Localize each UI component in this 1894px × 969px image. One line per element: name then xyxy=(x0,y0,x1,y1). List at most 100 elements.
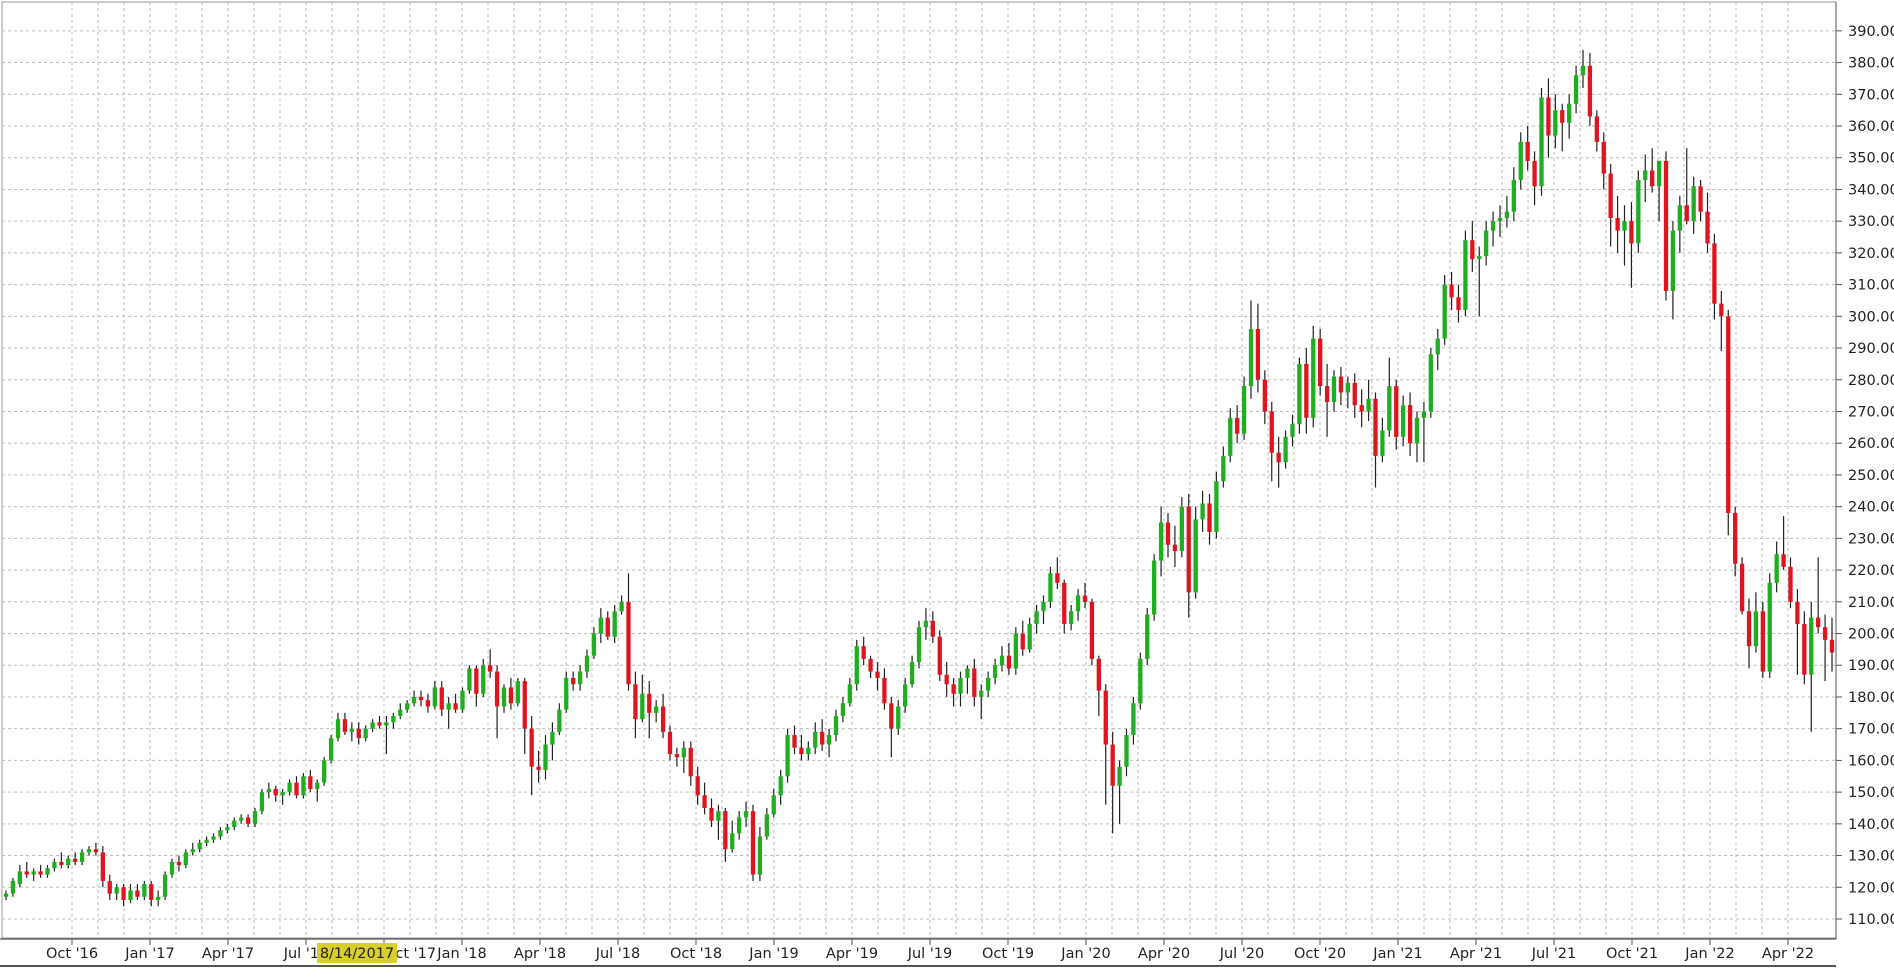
candle-body-up xyxy=(266,788,271,793)
x-tick-label: Oct '16 xyxy=(46,946,98,962)
y-tick-label: 200.00 xyxy=(1848,627,1894,643)
candle xyxy=(861,636,866,666)
candle xyxy=(833,709,839,742)
candle xyxy=(564,671,569,713)
candle-body-up xyxy=(1753,611,1759,647)
candle-body-down xyxy=(937,636,942,675)
candle xyxy=(135,884,140,900)
candle xyxy=(709,798,714,828)
candle-body-down xyxy=(439,687,444,710)
candle-body-up xyxy=(1131,703,1136,736)
x-tick-label: Oct '20 xyxy=(1294,946,1346,962)
candle-body-down xyxy=(1324,386,1330,402)
candle-body-up xyxy=(1283,436,1288,463)
candle-body-down xyxy=(930,620,935,637)
candle-body-down xyxy=(1698,186,1703,212)
candle xyxy=(1401,395,1406,447)
candle xyxy=(17,865,22,888)
candle-body-down xyxy=(1795,601,1800,625)
candle-body-down xyxy=(889,703,894,729)
candle xyxy=(1221,446,1226,488)
y-axis: 110.00 120.00 130.00 140.00 150.00 160.00 170.… xyxy=(1835,2,1894,939)
candle-body-down xyxy=(342,719,348,732)
y-tick-label: 270.00 xyxy=(1848,404,1894,420)
candle xyxy=(432,681,437,710)
candle xyxy=(1629,202,1634,288)
candle-body-down xyxy=(1739,563,1745,612)
candle xyxy=(1442,275,1447,345)
candle-body-up xyxy=(1553,110,1558,136)
y-tick-label: 300.00 xyxy=(1848,309,1894,325)
candle-body-up xyxy=(992,665,998,678)
candle-body-up xyxy=(363,728,368,739)
candle-body-up xyxy=(322,760,327,783)
candle xyxy=(405,700,410,713)
y-tick-label: 250.00 xyxy=(1848,468,1894,484)
candle-body-down xyxy=(73,858,78,862)
candle-body-down xyxy=(1235,417,1240,434)
candle-body-down xyxy=(1055,573,1060,583)
candle xyxy=(439,681,444,716)
candle xyxy=(999,646,1005,672)
candle xyxy=(674,747,680,767)
candle-body-down xyxy=(1822,627,1828,640)
candle-body-up xyxy=(190,849,195,853)
candle xyxy=(944,662,949,697)
candle-body-down xyxy=(149,884,154,900)
candle-body-down xyxy=(1110,744,1115,786)
candle-body-down xyxy=(695,776,700,796)
candle-body-down xyxy=(1615,217,1620,231)
candle-body-down xyxy=(709,807,714,821)
candle xyxy=(488,649,493,678)
y-tick-label: 180.00 xyxy=(1848,690,1894,706)
candle-body-up xyxy=(252,811,258,824)
candle xyxy=(536,750,541,783)
candle xyxy=(1560,103,1565,152)
candle xyxy=(903,677,908,713)
candle-body-up xyxy=(730,833,735,850)
candle xyxy=(335,712,341,742)
candle-body-up xyxy=(1504,211,1510,218)
candle-body-up xyxy=(979,690,984,697)
candle xyxy=(909,655,915,688)
y-tick-label: 350.00 xyxy=(1848,151,1894,167)
candle-body-down xyxy=(792,735,797,748)
candle xyxy=(93,842,99,856)
candle-body-up xyxy=(17,871,22,885)
candle xyxy=(391,712,396,729)
candle xyxy=(356,722,361,745)
candle xyxy=(1228,408,1233,463)
candle xyxy=(1829,617,1835,672)
candle xyxy=(868,655,873,678)
candle-body-up xyxy=(1421,411,1427,418)
candle xyxy=(785,728,790,783)
candle-body-up xyxy=(398,709,403,716)
candle xyxy=(1062,579,1067,634)
candle-body-up xyxy=(52,861,57,869)
candle xyxy=(626,573,631,691)
candle xyxy=(467,665,472,694)
candle xyxy=(1145,608,1150,666)
y-tick-label: 110.00 xyxy=(1848,912,1894,928)
candle xyxy=(384,715,389,755)
candle xyxy=(681,741,686,774)
x-tick-label: Apr '19 xyxy=(826,946,878,962)
candle xyxy=(1158,506,1164,577)
candle-body-down xyxy=(1338,376,1344,393)
candle xyxy=(1809,601,1814,732)
candle-body-up xyxy=(916,627,922,663)
x-tick-label: Oct '19 xyxy=(982,946,1034,962)
candle xyxy=(266,782,271,799)
candle xyxy=(577,665,583,691)
candle-body-down xyxy=(1608,173,1613,218)
candle xyxy=(1214,471,1219,539)
candle xyxy=(1407,392,1413,456)
y-tick-label: 340.00 xyxy=(1848,182,1894,198)
y-tick-label: 170.00 xyxy=(1848,722,1894,738)
candle xyxy=(418,690,424,707)
candle xyxy=(1636,170,1641,253)
candle xyxy=(1643,154,1648,203)
candle xyxy=(916,620,922,669)
candle xyxy=(114,884,119,900)
